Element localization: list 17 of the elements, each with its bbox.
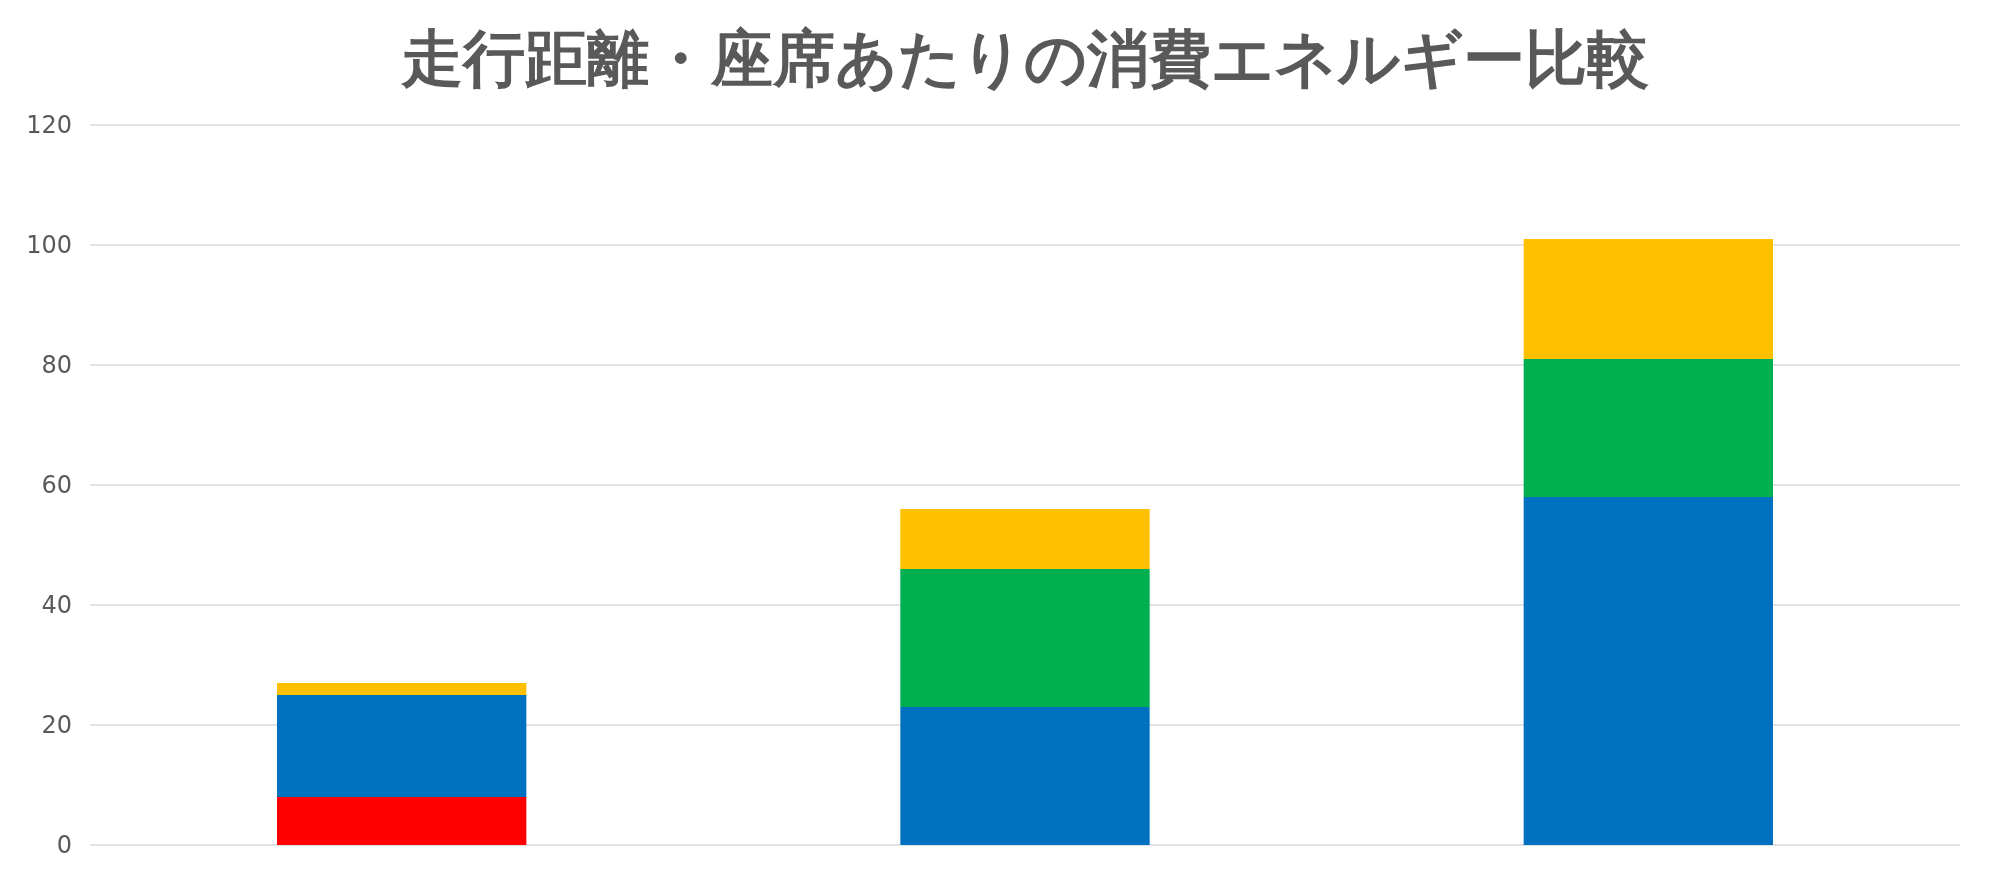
bar [900, 707, 1150, 845]
chart-title: 走行距離・座席あたりの消費エネルギー比較 [400, 22, 1649, 95]
bar [277, 797, 527, 845]
y-tick-label: 80 [41, 351, 72, 379]
bar [900, 509, 1150, 569]
bar [1523, 359, 1773, 497]
bar [277, 695, 527, 797]
y-tick-label: 40 [41, 591, 72, 619]
bar [277, 683, 527, 695]
bar [1523, 239, 1773, 359]
y-tick-label: 0 [56, 831, 72, 859]
y-tick-label: 20 [41, 711, 72, 739]
y-tick-label: 100 [26, 231, 72, 259]
y-tick-label: 60 [41, 471, 72, 499]
bar [900, 569, 1150, 707]
bar [1523, 497, 1773, 845]
y-tick-label: 120 [26, 111, 72, 139]
